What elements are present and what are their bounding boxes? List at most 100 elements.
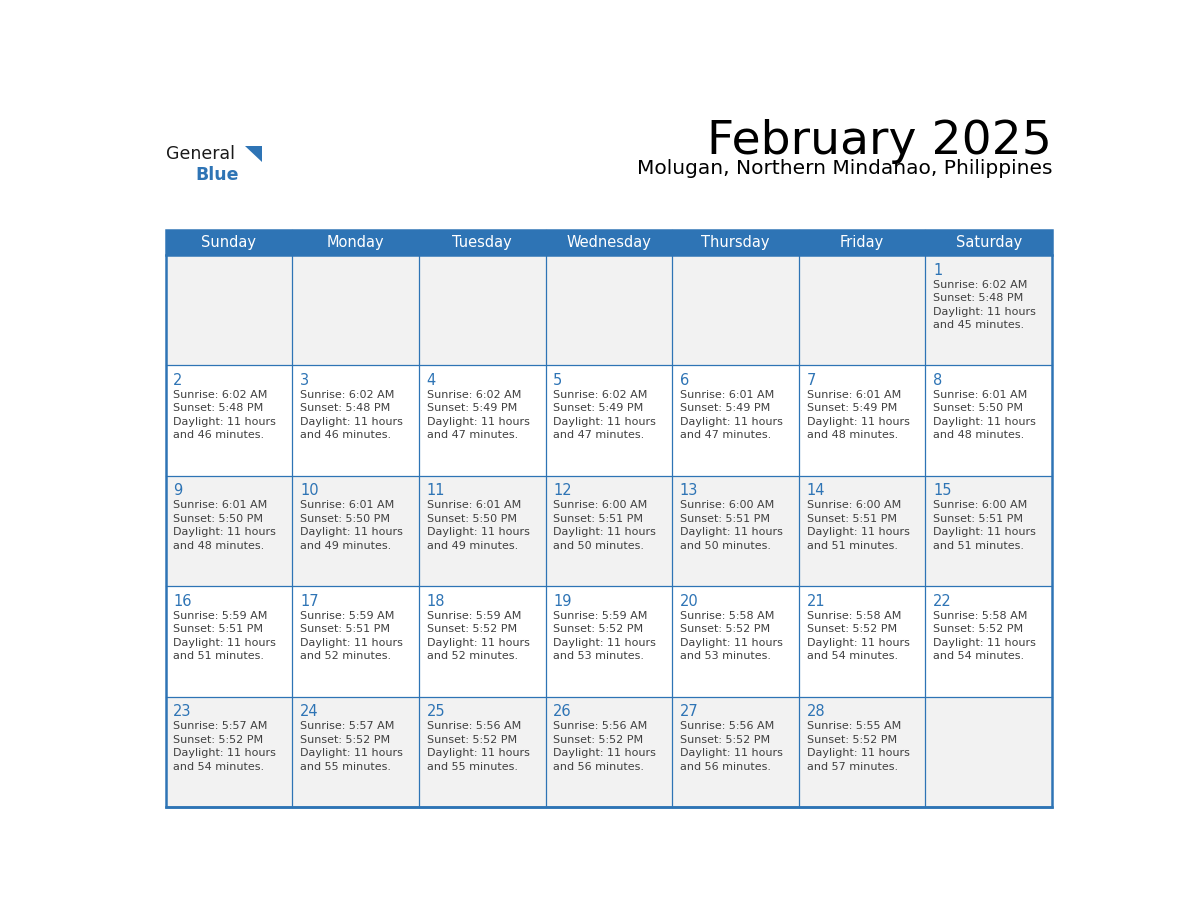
Text: 26: 26: [554, 704, 571, 720]
Text: Daylight: 11 hours: Daylight: 11 hours: [173, 748, 276, 758]
Text: Sunrise: 5:58 AM: Sunrise: 5:58 AM: [680, 610, 775, 621]
Text: and 57 minutes.: and 57 minutes.: [807, 762, 898, 772]
Text: Sunrise: 6:01 AM: Sunrise: 6:01 AM: [173, 500, 267, 510]
Text: and 54 minutes.: and 54 minutes.: [807, 651, 898, 661]
Text: Sunset: 5:51 PM: Sunset: 5:51 PM: [299, 624, 390, 634]
Text: Thursday: Thursday: [701, 235, 770, 250]
Text: Daylight: 11 hours: Daylight: 11 hours: [299, 638, 403, 648]
Text: Daylight: 11 hours: Daylight: 11 hours: [173, 417, 276, 427]
Text: 18: 18: [426, 594, 446, 609]
Text: and 46 minutes.: and 46 minutes.: [173, 431, 265, 441]
Text: Sunrise: 5:58 AM: Sunrise: 5:58 AM: [934, 610, 1028, 621]
Text: Daylight: 11 hours: Daylight: 11 hours: [299, 748, 403, 758]
Text: Sunrise: 6:01 AM: Sunrise: 6:01 AM: [934, 390, 1028, 400]
Text: Daylight: 11 hours: Daylight: 11 hours: [680, 638, 783, 648]
Text: 9: 9: [173, 484, 183, 498]
Text: Sunset: 5:52 PM: Sunset: 5:52 PM: [426, 624, 517, 634]
Text: Sunrise: 6:01 AM: Sunrise: 6:01 AM: [426, 500, 520, 510]
Text: Blue: Blue: [195, 165, 239, 184]
Text: and 51 minutes.: and 51 minutes.: [934, 541, 1024, 551]
Text: Wednesday: Wednesday: [567, 235, 651, 250]
Text: 14: 14: [807, 484, 826, 498]
Text: 3: 3: [299, 373, 309, 388]
Text: and 53 minutes.: and 53 minutes.: [680, 651, 771, 661]
Text: Sunrise: 6:02 AM: Sunrise: 6:02 AM: [426, 390, 522, 400]
Text: Sunrise: 5:59 AM: Sunrise: 5:59 AM: [554, 610, 647, 621]
Text: 2: 2: [173, 373, 183, 388]
Text: Sunset: 5:52 PM: Sunset: 5:52 PM: [426, 734, 517, 744]
Bar: [165, 255, 1053, 365]
Text: Sunrise: 5:56 AM: Sunrise: 5:56 AM: [426, 722, 520, 732]
Text: Sunrise: 6:01 AM: Sunrise: 6:01 AM: [299, 500, 394, 510]
Text: Daylight: 11 hours: Daylight: 11 hours: [680, 417, 783, 427]
Text: Daylight: 11 hours: Daylight: 11 hours: [426, 638, 530, 648]
Text: Sunset: 5:49 PM: Sunset: 5:49 PM: [554, 403, 644, 413]
Polygon shape: [245, 146, 261, 162]
Text: Friday: Friday: [840, 235, 884, 250]
Text: Sunset: 5:52 PM: Sunset: 5:52 PM: [554, 734, 644, 744]
Text: 8: 8: [934, 373, 942, 388]
Text: Sunrise: 5:57 AM: Sunrise: 5:57 AM: [173, 722, 267, 732]
Text: Sunrise: 6:01 AM: Sunrise: 6:01 AM: [807, 390, 901, 400]
Text: and 47 minutes.: and 47 minutes.: [680, 431, 771, 441]
Text: 4: 4: [426, 373, 436, 388]
Text: Sunrise: 5:58 AM: Sunrise: 5:58 AM: [807, 610, 901, 621]
Text: 1: 1: [934, 263, 942, 277]
Bar: [165, 230, 1053, 807]
Text: Molugan, Northern Mindanao, Philippines: Molugan, Northern Mindanao, Philippines: [637, 160, 1053, 178]
Text: Sunrise: 5:59 AM: Sunrise: 5:59 AM: [299, 610, 394, 621]
Text: Sunset: 5:49 PM: Sunset: 5:49 PM: [680, 403, 770, 413]
Text: Daylight: 11 hours: Daylight: 11 hours: [680, 527, 783, 537]
Text: 16: 16: [173, 594, 191, 609]
Bar: [165, 365, 1053, 476]
Text: 15: 15: [934, 484, 952, 498]
Text: General: General: [165, 145, 234, 162]
Text: 25: 25: [426, 704, 446, 720]
Text: Sunset: 5:49 PM: Sunset: 5:49 PM: [426, 403, 517, 413]
Text: Sunrise: 5:57 AM: Sunrise: 5:57 AM: [299, 722, 394, 732]
Text: Sunrise: 6:02 AM: Sunrise: 6:02 AM: [173, 390, 267, 400]
Text: Sunrise: 5:56 AM: Sunrise: 5:56 AM: [680, 722, 775, 732]
Text: Sunset: 5:50 PM: Sunset: 5:50 PM: [934, 403, 1023, 413]
Text: 28: 28: [807, 704, 826, 720]
Text: 6: 6: [680, 373, 689, 388]
Text: Sunrise: 6:00 AM: Sunrise: 6:00 AM: [807, 500, 901, 510]
Text: and 53 minutes.: and 53 minutes.: [554, 651, 644, 661]
Text: Daylight: 11 hours: Daylight: 11 hours: [554, 748, 656, 758]
Bar: [165, 697, 1053, 807]
Text: Daylight: 11 hours: Daylight: 11 hours: [554, 638, 656, 648]
Text: Sunset: 5:52 PM: Sunset: 5:52 PM: [807, 624, 897, 634]
Text: 21: 21: [807, 594, 826, 609]
Text: Sunrise: 6:00 AM: Sunrise: 6:00 AM: [680, 500, 775, 510]
Text: Daylight: 11 hours: Daylight: 11 hours: [934, 307, 1036, 317]
Text: Daylight: 11 hours: Daylight: 11 hours: [299, 527, 403, 537]
Text: Sunrise: 6:01 AM: Sunrise: 6:01 AM: [680, 390, 775, 400]
Text: Sunset: 5:52 PM: Sunset: 5:52 PM: [173, 734, 264, 744]
Text: Daylight: 11 hours: Daylight: 11 hours: [807, 748, 910, 758]
Text: 20: 20: [680, 594, 699, 609]
Text: and 50 minutes.: and 50 minutes.: [680, 541, 771, 551]
Text: Sunset: 5:52 PM: Sunset: 5:52 PM: [680, 624, 770, 634]
Text: Sunrise: 5:55 AM: Sunrise: 5:55 AM: [807, 722, 901, 732]
Text: Sunrise: 5:59 AM: Sunrise: 5:59 AM: [426, 610, 522, 621]
Text: and 51 minutes.: and 51 minutes.: [173, 651, 264, 661]
Text: and 45 minutes.: and 45 minutes.: [934, 320, 1024, 330]
Text: Sunrise: 5:56 AM: Sunrise: 5:56 AM: [554, 722, 647, 732]
Text: Sunset: 5:50 PM: Sunset: 5:50 PM: [299, 514, 390, 524]
Text: and 56 minutes.: and 56 minutes.: [680, 762, 771, 772]
Text: Daylight: 11 hours: Daylight: 11 hours: [426, 527, 530, 537]
Text: Sunset: 5:52 PM: Sunset: 5:52 PM: [554, 624, 644, 634]
Text: Sunset: 5:48 PM: Sunset: 5:48 PM: [299, 403, 390, 413]
Text: Sunrise: 6:02 AM: Sunrise: 6:02 AM: [554, 390, 647, 400]
Text: and 48 minutes.: and 48 minutes.: [934, 431, 1024, 441]
Text: Sunset: 5:49 PM: Sunset: 5:49 PM: [807, 403, 897, 413]
Text: Sunset: 5:52 PM: Sunset: 5:52 PM: [680, 734, 770, 744]
Text: Daylight: 11 hours: Daylight: 11 hours: [934, 527, 1036, 537]
Text: 19: 19: [554, 594, 571, 609]
Text: and 54 minutes.: and 54 minutes.: [173, 762, 265, 772]
Bar: [165, 587, 1053, 697]
Text: Daylight: 11 hours: Daylight: 11 hours: [426, 748, 530, 758]
Text: and 56 minutes.: and 56 minutes.: [554, 762, 644, 772]
Text: Sunset: 5:52 PM: Sunset: 5:52 PM: [807, 734, 897, 744]
Text: and 49 minutes.: and 49 minutes.: [299, 541, 391, 551]
